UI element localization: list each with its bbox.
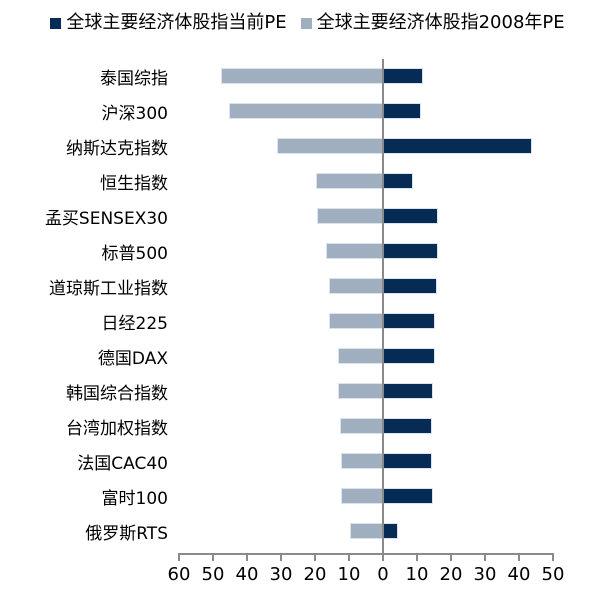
chart-row <box>179 444 553 479</box>
axis-tick <box>518 553 520 561</box>
axis-tick <box>552 553 554 561</box>
axis-tick <box>280 553 282 561</box>
bar-2008-pe <box>315 173 384 189</box>
legend-label-2008-pe: 全球主要经济体股指2008年PE <box>316 12 565 33</box>
bar-2008-pe <box>220 68 384 84</box>
bar-current-pe <box>382 138 532 154</box>
axis-tick-label: 20 <box>303 564 327 585</box>
x-axis-line <box>179 553 553 555</box>
chart-row <box>179 409 553 444</box>
category-labels: 泰国综指沪深300 纳斯达克指数恒生指数孟买SENSEX30 标普500 道琼斯工业指… <box>0 59 179 592</box>
axis-tick <box>450 553 452 561</box>
category-label: 富时100 <box>101 489 168 509</box>
legend-swatch-2008-pe-icon <box>300 17 312 29</box>
axis-tick-label: 40 <box>507 564 531 585</box>
pe-comparison-chart: 泰国综指沪深300 纳斯达克指数恒生指数孟买SENSEX30 标普500 道琼斯工业指… <box>0 59 564 592</box>
bar-2008-pe <box>339 418 384 434</box>
category-label: 恒生指数 <box>100 174 168 194</box>
chart-row <box>179 304 553 339</box>
bar-2008-pe <box>229 103 384 119</box>
chart-row <box>179 339 553 374</box>
axis-tick-label: 40 <box>235 564 259 585</box>
category-label: 法国CAC40 <box>77 454 168 474</box>
axis-tick-label: 30 <box>269 564 293 585</box>
chart-row <box>179 514 553 549</box>
bar-current-pe <box>382 453 432 469</box>
plot-area: 60 50 40 30 20 10 0 10 20 30 40 50 <box>168 59 564 592</box>
category-label: 沪深300 <box>101 104 168 124</box>
chart-row <box>179 199 553 234</box>
bar-2008-pe <box>325 243 384 259</box>
axis-tick-label: 0 <box>377 564 389 585</box>
axis-tick <box>416 553 418 561</box>
bar-current-pe <box>381 243 439 259</box>
chart-row <box>179 374 553 409</box>
bar-2008-pe <box>329 313 384 329</box>
axis-tick <box>484 553 486 561</box>
bar-current-pe <box>382 348 435 364</box>
chart-legend: 全球主要经济体股指当前PE 全球主要经济体股指2008年PE <box>0 12 615 34</box>
axis-tick-label: 60 <box>167 564 191 585</box>
category-label: 德国DAX <box>97 349 168 369</box>
axis-tick-label: 10 <box>337 564 361 585</box>
bar-current-pe <box>382 313 435 329</box>
axis-tick-label: 20 <box>439 564 463 585</box>
legend-swatch-current-pe-icon <box>50 17 62 29</box>
axis-tick <box>246 553 248 561</box>
category-label: 孟买SENSEX30 <box>44 209 168 229</box>
category-label: 标普500 <box>101 244 168 264</box>
bar-2008-pe <box>276 138 384 154</box>
bar-2008-pe <box>349 523 384 539</box>
axis-tick <box>178 553 180 561</box>
chart-row <box>179 59 553 94</box>
bar-current-pe <box>382 173 413 189</box>
category-label: 泰国综指 <box>100 69 168 89</box>
bar-current-pe <box>382 418 432 434</box>
category-label: 纳斯达克指数 <box>66 139 168 159</box>
bar-2008-pe <box>341 453 384 469</box>
legend-label-current-pe: 全球主要经济体股指当前PE <box>66 12 287 33</box>
bar-2008-pe <box>337 383 384 399</box>
chart-row <box>179 129 553 164</box>
axis-tick-label: 30 <box>473 564 497 585</box>
category-label: 韩国综合指数 <box>66 384 168 404</box>
chart-row <box>179 269 553 304</box>
bar-2008-pe <box>341 488 384 504</box>
bar-2008-pe <box>337 348 384 364</box>
category-label: 俄罗斯RTS <box>85 524 168 544</box>
category-label: 日经225 <box>101 314 168 334</box>
bar-current-pe <box>382 523 398 539</box>
chart-row <box>179 234 553 269</box>
bar-2008-pe <box>317 208 384 224</box>
category-label: 道琼斯工业指数 <box>49 279 168 299</box>
category-label: 台湾加权指数 <box>66 419 168 439</box>
axis-tick <box>348 553 350 561</box>
chart-row <box>179 94 553 129</box>
legend-item-current-pe: 全球主要经济体股指当前PE <box>50 12 287 34</box>
bar-2008-pe <box>329 278 384 294</box>
axis-tick <box>382 553 384 561</box>
axis-tick-label: 10 <box>405 564 429 585</box>
bar-current-pe <box>381 383 434 399</box>
bar-current-pe <box>381 488 434 504</box>
bar-current-pe <box>381 103 422 119</box>
bar-current-pe <box>381 208 439 224</box>
bar-current-pe <box>382 278 437 294</box>
axis-tick <box>314 553 316 561</box>
chart-row <box>179 479 553 514</box>
zero-axis-line <box>382 59 384 553</box>
axis-tick <box>212 553 214 561</box>
axis-tick-label: 50 <box>201 564 225 585</box>
bar-current-pe <box>381 68 424 84</box>
chart-row <box>179 164 553 199</box>
axis-tick-label: 50 <box>541 564 565 585</box>
legend-item-2008-pe: 全球主要经济体股指2008年PE <box>300 12 565 34</box>
